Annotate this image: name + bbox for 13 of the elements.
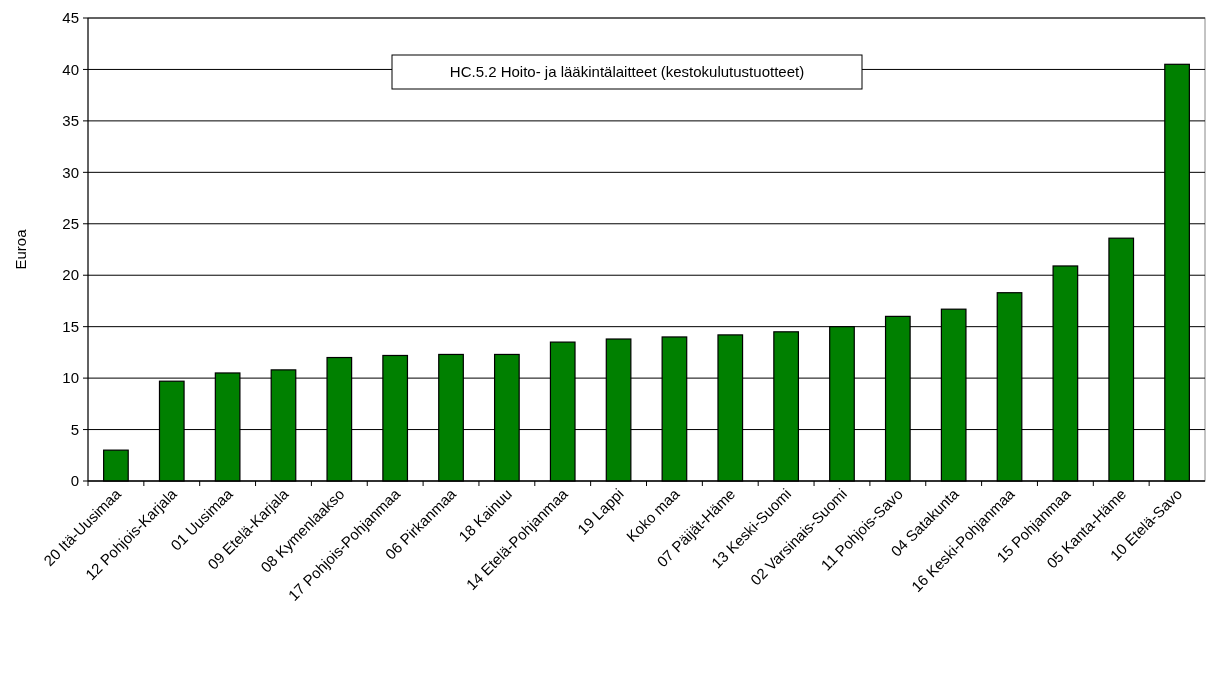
y-tick-label: 5 <box>70 420 79 438</box>
y-tick-label: 30 <box>62 163 79 181</box>
y-tick-label: 10 <box>62 369 79 387</box>
y-tick-label: 35 <box>62 112 79 130</box>
y-tick-label: 45 <box>62 9 79 27</box>
annotation: HC.5.2 Hoito- ja lääkintälaitteet (kestokulutustuotteet) <box>449 63 805 80</box>
text-box: HC.5.2 Hoito- ja lääkintälaitteet (kestokulutustuotteet) <box>391 54 863 90</box>
y-tick-label: 15 <box>62 317 79 335</box>
y-tick-label: 0 <box>70 472 79 490</box>
y-tick-label: 40 <box>62 60 79 78</box>
y-tick-label: 25 <box>62 215 79 233</box>
y-tick-label: 20 <box>62 266 79 284</box>
y-axis-title: Euroa <box>12 228 29 270</box>
